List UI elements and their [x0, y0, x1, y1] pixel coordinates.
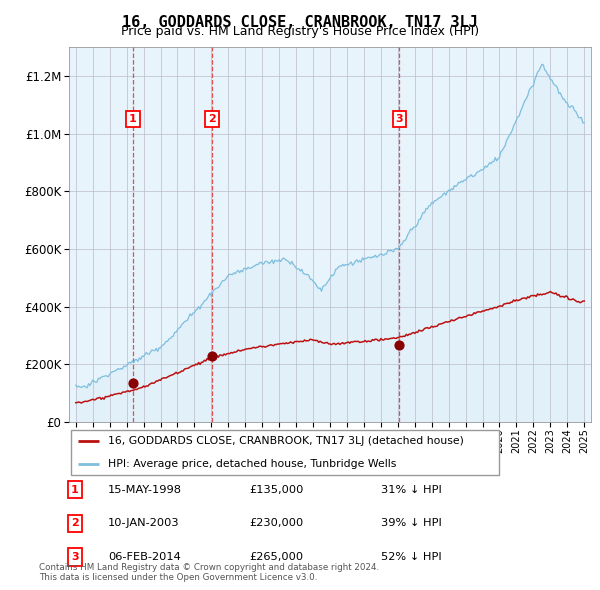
- Text: This data is licensed under the Open Government Licence v3.0.: This data is licensed under the Open Gov…: [39, 573, 317, 582]
- Text: 1: 1: [71, 485, 79, 494]
- Text: £230,000: £230,000: [249, 519, 303, 528]
- Text: Price paid vs. HM Land Registry's House Price Index (HPI): Price paid vs. HM Land Registry's House …: [121, 25, 479, 38]
- Text: 2: 2: [71, 519, 79, 528]
- Point: [207, 351, 217, 360]
- Text: Contains HM Land Registry data © Crown copyright and database right 2024.: Contains HM Land Registry data © Crown c…: [39, 563, 379, 572]
- Text: 52% ↓ HPI: 52% ↓ HPI: [381, 552, 442, 562]
- Text: 15-MAY-1998: 15-MAY-1998: [108, 485, 182, 494]
- Text: £265,000: £265,000: [249, 552, 303, 562]
- Text: 3: 3: [395, 114, 403, 124]
- Text: 1: 1: [129, 114, 137, 124]
- Text: 06-FEB-2014: 06-FEB-2014: [108, 552, 181, 562]
- Point: [128, 378, 137, 388]
- Point: [395, 341, 404, 350]
- Text: 31% ↓ HPI: 31% ↓ HPI: [381, 485, 442, 494]
- Text: HPI: Average price, detached house, Tunbridge Wells: HPI: Average price, detached house, Tunb…: [108, 460, 396, 470]
- Text: 16, GODDARDS CLOSE, CRANBROOK, TN17 3LJ: 16, GODDARDS CLOSE, CRANBROOK, TN17 3LJ: [122, 15, 478, 30]
- Text: 2: 2: [208, 114, 216, 124]
- Text: 10-JAN-2003: 10-JAN-2003: [108, 519, 179, 528]
- FancyBboxPatch shape: [71, 430, 499, 476]
- Text: 16, GODDARDS CLOSE, CRANBROOK, TN17 3LJ (detached house): 16, GODDARDS CLOSE, CRANBROOK, TN17 3LJ …: [108, 436, 464, 446]
- Text: 39% ↓ HPI: 39% ↓ HPI: [381, 519, 442, 528]
- Text: 3: 3: [71, 552, 79, 562]
- Text: £135,000: £135,000: [249, 485, 304, 494]
